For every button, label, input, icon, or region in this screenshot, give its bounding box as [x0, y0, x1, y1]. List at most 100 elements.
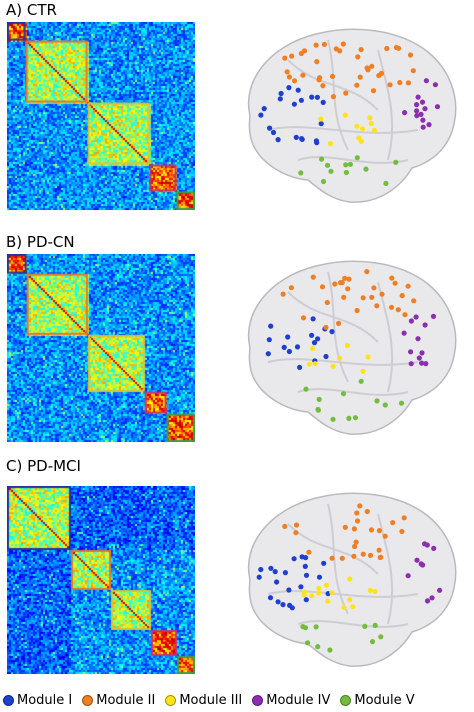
node-module-2 — [352, 543, 358, 550]
brain-module-map-ctr — [247, 28, 457, 203]
node-module-4 — [419, 99, 426, 105]
node-module-1 — [295, 87, 301, 93]
node-module-2 — [374, 303, 380, 309]
node-module-5 — [328, 168, 334, 174]
node-module-1 — [303, 572, 310, 578]
node-module-2 — [369, 294, 375, 300]
node-module-1 — [265, 351, 271, 357]
node-module-5 — [374, 398, 380, 404]
node-module-2 — [411, 298, 417, 304]
node-module-4 — [423, 361, 429, 367]
node-module-2 — [321, 41, 327, 47]
node-module-4 — [420, 562, 426, 568]
node-module-3 — [329, 590, 335, 596]
node-module-4 — [429, 595, 435, 601]
node-module-5 — [382, 402, 388, 408]
node-module-2 — [310, 274, 316, 280]
node-module-2 — [332, 281, 338, 287]
node-module-4 — [422, 541, 428, 547]
node-module-5 — [320, 178, 327, 185]
node-module-1 — [286, 85, 292, 91]
node-module-5 — [346, 415, 352, 421]
node-module-1 — [268, 565, 274, 571]
node-module-2 — [300, 72, 306, 78]
node-module-4 — [422, 322, 428, 328]
node-module-3 — [367, 115, 373, 121]
node-module-3 — [365, 354, 371, 360]
node-module-2 — [368, 527, 375, 533]
node-module-2 — [282, 523, 288, 529]
legend-label: Module II — [96, 692, 156, 708]
node-module-3 — [325, 598, 331, 604]
node-module-2 — [410, 68, 416, 74]
node-module-2 — [306, 549, 312, 555]
node-module-2 — [301, 48, 308, 54]
module-2-dot-icon — [82, 694, 94, 706]
node-module-2 — [291, 78, 298, 84]
node-module-2 — [387, 82, 393, 88]
legend-item-module-2: Module II — [79, 693, 155, 708]
node-module-2 — [320, 83, 326, 89]
node-module-1 — [311, 340, 318, 346]
node-module-3 — [367, 587, 373, 593]
node-module-4 — [405, 573, 411, 579]
node-module-4 — [414, 113, 420, 119]
node-module-2 — [389, 275, 395, 281]
node-module-4 — [426, 122, 432, 128]
node-module-1 — [289, 605, 295, 611]
node-module-5 — [315, 644, 321, 650]
node-module-2 — [371, 285, 377, 291]
node-module-2 — [360, 551, 366, 557]
node-module-2 — [355, 54, 361, 60]
node-module-2 — [339, 555, 345, 561]
node-module-2 — [370, 88, 377, 94]
node-module-1 — [275, 599, 281, 605]
node-module-1 — [258, 112, 264, 118]
node-module-2 — [354, 518, 361, 524]
node-module-5 — [398, 400, 405, 406]
node-module-5 — [363, 166, 369, 172]
node-module-5 — [362, 623, 368, 629]
node-module-3 — [342, 112, 348, 118]
node-module-3 — [371, 127, 377, 133]
node-module-2 — [324, 299, 330, 306]
node-module-2 — [395, 307, 401, 313]
node-module-2 — [354, 82, 360, 88]
node-module-2 — [358, 47, 364, 53]
node-module-1 — [277, 96, 283, 102]
node-module-1 — [321, 560, 327, 566]
node-module-3 — [372, 588, 378, 594]
node-module-1 — [286, 587, 292, 593]
node-module-2 — [346, 276, 352, 282]
node-module-2 — [282, 55, 288, 61]
node-module-3 — [336, 355, 342, 361]
node-module-1 — [291, 101, 297, 107]
node-module-4 — [424, 598, 431, 604]
node-module-3 — [316, 590, 322, 596]
legend-label: Module I — [17, 692, 73, 708]
node-module-4 — [414, 102, 420, 108]
sulcus-line — [267, 590, 419, 598]
node-module-2 — [293, 522, 300, 528]
node-module-2 — [340, 41, 346, 47]
node-module-4 — [408, 349, 414, 355]
node-module-1 — [268, 323, 274, 329]
node-module-5 — [378, 634, 384, 640]
node-module-3 — [350, 604, 356, 610]
node-module-2 — [379, 291, 385, 297]
legend-item-module-1: Module I — [0, 693, 72, 708]
node-module-1 — [314, 94, 320, 100]
node-module-2 — [300, 315, 307, 321]
node-module-2 — [314, 59, 320, 65]
node-module-2 — [341, 294, 347, 300]
panel-b-label: B) PD-CN — [6, 233, 75, 251]
node-module-2 — [345, 286, 351, 292]
sulcus-line — [327, 271, 349, 383]
node-module-4 — [408, 361, 414, 367]
node-module-2 — [378, 70, 385, 76]
node-module-2 — [369, 63, 375, 69]
node-module-3 — [341, 604, 347, 610]
node-module-4 — [420, 117, 426, 123]
node-module-1 — [302, 563, 308, 569]
node-module-3 — [358, 138, 364, 144]
